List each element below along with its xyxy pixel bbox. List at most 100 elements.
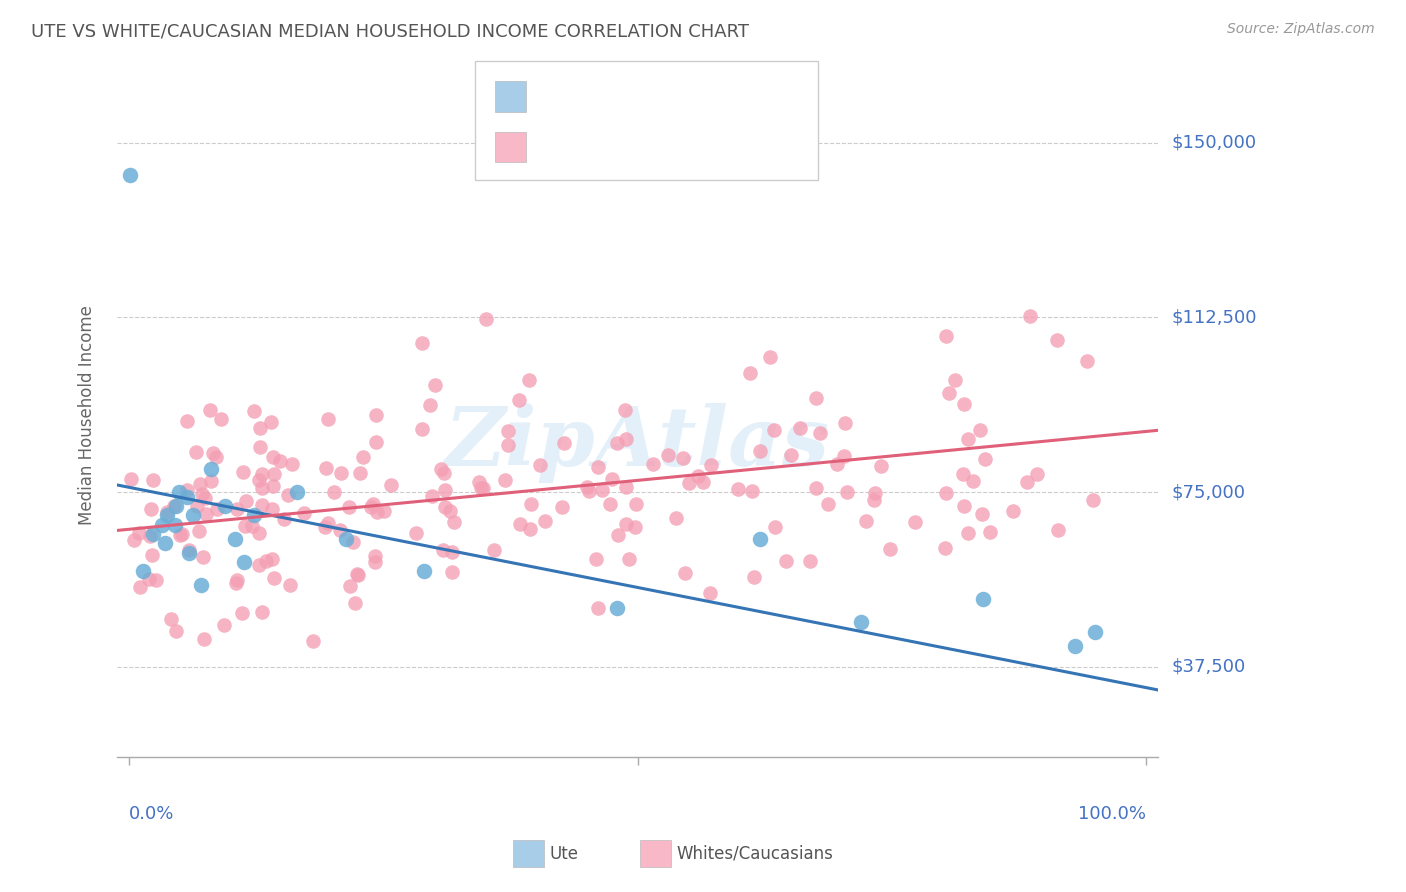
Point <box>280 458 302 472</box>
Point <box>249 420 271 434</box>
Point <box>314 520 336 534</box>
Point <box>953 397 976 411</box>
Point <box>832 449 855 463</box>
Point <box>411 422 433 436</box>
Point <box>1076 354 1098 368</box>
Text: -0.527: -0.527 <box>579 87 638 105</box>
Point <box>198 402 221 417</box>
Point <box>225 573 247 587</box>
Point <box>339 579 361 593</box>
Point <box>869 459 891 474</box>
Point <box>243 508 266 523</box>
Point <box>440 566 463 580</box>
Point <box>1046 333 1069 347</box>
Point <box>243 403 266 417</box>
Point <box>262 450 284 465</box>
Point <box>762 423 785 437</box>
Point <box>200 475 222 489</box>
Point <box>214 499 236 513</box>
Point <box>193 632 215 647</box>
Text: 200: 200 <box>692 138 727 156</box>
Point <box>231 607 253 621</box>
Point <box>441 545 464 559</box>
Point <box>200 461 222 475</box>
Point <box>817 497 839 511</box>
Point <box>233 519 256 533</box>
Point <box>578 483 600 498</box>
Point <box>141 549 163 563</box>
Point <box>935 486 957 500</box>
Point <box>434 500 457 515</box>
Point <box>600 472 623 486</box>
Point <box>1015 475 1038 489</box>
Point <box>225 575 247 590</box>
Text: $150,000: $150,000 <box>1173 134 1257 152</box>
Point <box>129 580 152 594</box>
Point <box>420 489 443 503</box>
Point <box>1081 493 1104 508</box>
Point <box>665 510 688 524</box>
Point <box>433 466 456 480</box>
Point <box>591 483 613 497</box>
Text: Ute: Ute <box>550 845 579 863</box>
Point <box>672 450 695 465</box>
Point <box>529 458 551 472</box>
Point <box>759 351 782 365</box>
Point <box>962 474 984 488</box>
Point <box>205 502 228 516</box>
Point <box>250 498 273 512</box>
Point <box>292 506 315 520</box>
Point <box>187 524 209 538</box>
Point <box>740 366 762 380</box>
Text: Whites/Caucasians: Whites/Caucasians <box>676 845 834 863</box>
Text: ZipAtlas: ZipAtlas <box>446 402 830 483</box>
Text: 0.659: 0.659 <box>579 138 631 156</box>
Point <box>176 414 198 428</box>
Point <box>624 520 647 534</box>
Point <box>142 473 165 487</box>
Point <box>678 475 700 490</box>
Point <box>263 467 285 481</box>
Point <box>517 373 540 387</box>
Point <box>263 571 285 585</box>
Point <box>277 488 299 502</box>
Point <box>780 448 803 462</box>
Point <box>302 634 325 648</box>
Point <box>165 517 187 532</box>
Point <box>167 485 190 500</box>
Point <box>139 501 162 516</box>
Point <box>352 450 374 464</box>
Text: $112,500: $112,500 <box>1173 309 1257 326</box>
Point <box>342 535 364 549</box>
Point <box>285 485 308 500</box>
Point <box>748 444 770 458</box>
Point <box>169 527 191 541</box>
Point <box>204 450 226 464</box>
Point <box>186 445 208 459</box>
Point <box>194 507 217 521</box>
Point <box>614 480 637 494</box>
Point <box>322 485 344 500</box>
Point <box>346 568 368 582</box>
Point <box>225 502 247 516</box>
Text: N =: N = <box>652 138 689 156</box>
Point <box>176 483 198 497</box>
Point <box>498 424 520 438</box>
Point <box>617 552 640 566</box>
Point <box>430 462 453 476</box>
Point <box>346 566 368 581</box>
Point <box>405 526 427 541</box>
Point <box>956 526 979 541</box>
Point <box>160 612 183 626</box>
Point <box>316 516 339 531</box>
Point <box>247 473 270 487</box>
Point <box>329 523 352 537</box>
Point <box>742 570 765 584</box>
Point <box>183 508 205 523</box>
Point <box>360 500 382 514</box>
Point <box>432 542 454 557</box>
Point <box>363 497 385 511</box>
Point <box>551 500 574 514</box>
Point <box>804 481 827 495</box>
Point <box>475 312 498 326</box>
